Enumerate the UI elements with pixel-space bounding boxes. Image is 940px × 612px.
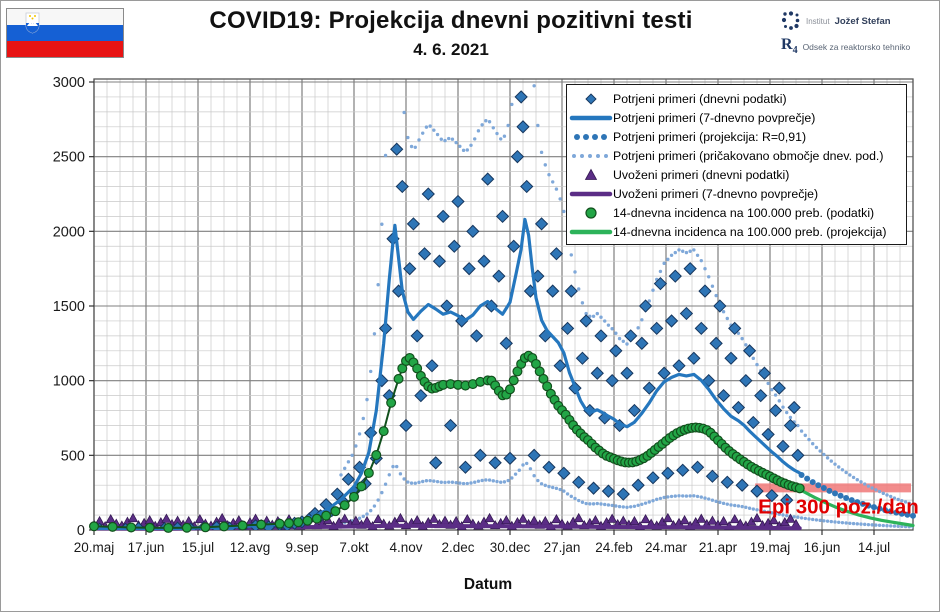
triangle-purple-icon	[584, 168, 598, 180]
legend-label: Uvoženi primeri (7-dnevno povprečje)	[613, 186, 819, 201]
page-subtitle: 4. 6. 2021	[413, 40, 489, 59]
x-tick-label: 19.maj	[750, 540, 791, 555]
x-tick-label: 9.sep	[285, 540, 318, 555]
legend-label: Potrjeni primeri (dnevni podatki)	[613, 91, 787, 106]
y-tick-label: 0	[77, 523, 85, 539]
epi-threshold-text: Epi 300 poz./dan	[758, 495, 919, 518]
series-confirmed-daily	[94, 90, 805, 530]
legend-label: Potrjeni primeri (7-dnevno povprečje)	[613, 110, 816, 125]
legend-label: Uvoženi primeri (dnevni podatki)	[613, 167, 790, 182]
x-tick-label: 12.avg	[230, 540, 271, 555]
department-row: R4 Odsek za reaktorsko tehniko	[781, 37, 933, 56]
legend-marker	[569, 168, 613, 182]
x-axis-title: Datum	[464, 576, 512, 593]
ijs-logo-row: Institut Jožef Stefan	[781, 11, 933, 31]
x-tick-label: 27.jan	[544, 540, 581, 555]
legend-marker	[569, 111, 613, 125]
x-tick-label: 24.feb	[595, 540, 633, 555]
series-incidence-data	[88, 350, 805, 533]
axis-labels: 0 500 1000 1500 2000 2500 3000 20.maj 17.jun 15.j…	[53, 75, 890, 593]
legend-label: 14-dnevna incidenca na 100.000 preb. (pr…	[613, 224, 887, 239]
header: COVID19: Projekcija dnevni pozitivni tes…	[141, 7, 761, 60]
x-tick-label: 17.jun	[128, 540, 165, 555]
ijs-dots-icon	[781, 11, 800, 30]
line-green-icon	[569, 229, 613, 234]
x-tick-label: 7.okt	[339, 540, 369, 555]
y-tick-label: 2500	[53, 150, 85, 166]
flag-coat-of-arms	[25, 12, 40, 34]
legend-item: Potrjeni primeri (7-dnevno povprečje)	[569, 108, 904, 127]
legend-item: Potrjeni primeri (projekcija: R=0,91)	[569, 127, 904, 146]
legend-label: Potrjeni primeri (pričakovano območje dn…	[613, 148, 884, 163]
legend-item: Uvoženi primeri (dnevni podatki)	[569, 165, 904, 184]
y-tick-label: 3000	[53, 75, 85, 91]
x-tick-label: 15.jul	[182, 540, 214, 555]
legend-marker	[569, 92, 613, 106]
series-incidence-projection	[790, 483, 915, 528]
legend-item: 14-dnevna incidenca na 100.000 preb. (po…	[569, 203, 904, 222]
ijs-logo: Institut Jožef Stefan R4 Odsek za reakto…	[781, 11, 933, 56]
x-tick-label: 2.dec	[441, 540, 474, 555]
legend-item: 14-dnevna incidenca na 100.000 preb. (pr…	[569, 222, 904, 241]
diamond-blue-icon	[585, 92, 597, 105]
chart-legend: Potrjeni primeri (dnevni podatki) Potrjen…	[566, 84, 907, 245]
legend-marker	[569, 225, 613, 239]
x-tick-label: 20.maj	[74, 540, 115, 555]
legend-marker	[569, 187, 613, 201]
slovenia-flag	[6, 8, 124, 58]
x-tick-label: 24.mar	[645, 540, 688, 555]
series-projection-dots	[798, 472, 916, 519]
x-tick-label: 14.jul	[858, 540, 890, 555]
x-tick-label: 4.nov	[389, 540, 422, 555]
epi-threshold-band	[755, 483, 911, 493]
legend-item: Potrjeni primeri (dnevni podatki)	[569, 89, 904, 108]
legend-item: Uvoženi primeri (7-dnevno povprečje)	[569, 184, 904, 203]
page-title: COVID19: Projekcija dnevni pozitivni tes…	[209, 7, 693, 34]
flag-stripe-red	[7, 40, 123, 57]
legend-label: 14-dnevna incidenca na 100.000 preb. (po…	[613, 205, 875, 220]
department-name: Odsek za reaktorsko tehniko	[802, 41, 911, 52]
line-purple-icon	[569, 191, 613, 196]
r4-logo: R4	[781, 36, 798, 57]
y-tick-label: 500	[61, 448, 85, 464]
legend-marker	[569, 149, 613, 163]
dots-light-icon	[572, 153, 608, 158]
series-confirmed-average	[94, 217, 802, 530]
y-tick-label: 1500	[53, 299, 85, 315]
dots-blue-icon	[574, 133, 607, 140]
y-tick-label: 2000	[53, 224, 85, 240]
legend-marker	[569, 206, 613, 220]
x-tick-label: 21.apr	[699, 540, 738, 555]
legend-marker	[569, 130, 613, 144]
institute-name: Jožef Stefan	[834, 15, 891, 27]
y-tick-label: 1000	[53, 374, 85, 390]
legend-label: Potrjeni primeri (projekcija: R=0,91)	[613, 129, 807, 144]
epi-threshold-label: Epi 300 poz./dan	[758, 495, 919, 518]
x-tick-label: 16.jun	[804, 540, 841, 555]
line-blue-icon	[569, 115, 613, 120]
circle-green-icon	[585, 206, 597, 219]
legend-item: Potrjeni primeri (pričakovano območje dn…	[569, 146, 904, 165]
institute-prefix: Institut	[806, 16, 830, 26]
x-tick-label: 30.dec	[490, 540, 531, 555]
